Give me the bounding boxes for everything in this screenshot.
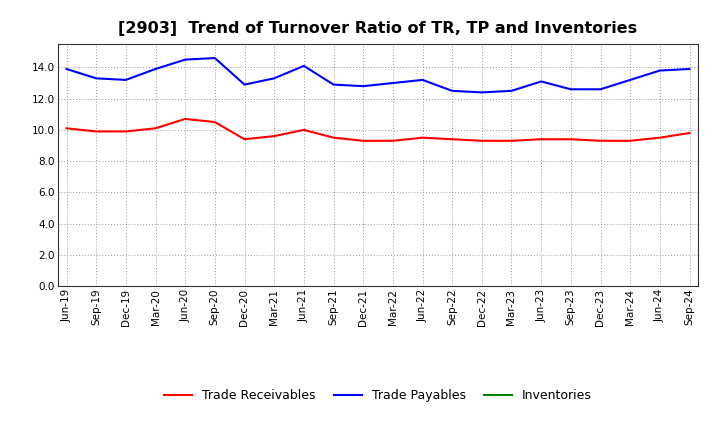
Trade Payables: [596, 87, 605, 92]
Trade Receivables: [389, 138, 397, 143]
Trade Payables: [685, 66, 694, 72]
Trade Receivables: [477, 138, 486, 143]
Trade Payables: [210, 55, 219, 61]
Trade Receivables: [270, 133, 279, 139]
Trade Receivables: [537, 136, 546, 142]
Trade Payables: [507, 88, 516, 93]
Trade Payables: [151, 66, 160, 72]
Trade Payables: [567, 87, 575, 92]
Trade Payables: [389, 81, 397, 86]
Trade Receivables: [122, 129, 130, 134]
Trade Payables: [655, 68, 664, 73]
Trade Receivables: [567, 136, 575, 142]
Trade Payables: [626, 77, 634, 83]
Trade Payables: [477, 90, 486, 95]
Trade Payables: [329, 82, 338, 87]
Legend: Trade Receivables, Trade Payables, Inventories: Trade Receivables, Trade Payables, Inven…: [159, 384, 597, 407]
Trade Receivables: [181, 116, 189, 121]
Trade Receivables: [448, 136, 456, 142]
Trade Receivables: [92, 129, 101, 134]
Trade Receivables: [655, 135, 664, 140]
Trade Payables: [448, 88, 456, 93]
Trade Payables: [240, 82, 249, 87]
Trade Payables: [359, 84, 367, 89]
Trade Receivables: [62, 126, 71, 131]
Trade Payables: [122, 77, 130, 83]
Trade Receivables: [359, 138, 367, 143]
Title: [2903]  Trend of Turnover Ratio of TR, TP and Inventories: [2903] Trend of Turnover Ratio of TR, TP…: [118, 21, 638, 36]
Trade Receivables: [685, 130, 694, 136]
Trade Receivables: [210, 119, 219, 125]
Line: Trade Receivables: Trade Receivables: [66, 119, 690, 141]
Trade Receivables: [507, 138, 516, 143]
Trade Payables: [300, 63, 308, 69]
Trade Receivables: [151, 126, 160, 131]
Trade Receivables: [329, 135, 338, 140]
Trade Payables: [92, 76, 101, 81]
Trade Payables: [270, 76, 279, 81]
Trade Receivables: [240, 136, 249, 142]
Line: Trade Payables: Trade Payables: [66, 58, 690, 92]
Trade Payables: [537, 79, 546, 84]
Trade Receivables: [418, 135, 427, 140]
Trade Receivables: [626, 138, 634, 143]
Trade Payables: [62, 66, 71, 72]
Trade Payables: [418, 77, 427, 83]
Trade Receivables: [300, 127, 308, 132]
Trade Receivables: [596, 138, 605, 143]
Trade Payables: [181, 57, 189, 62]
